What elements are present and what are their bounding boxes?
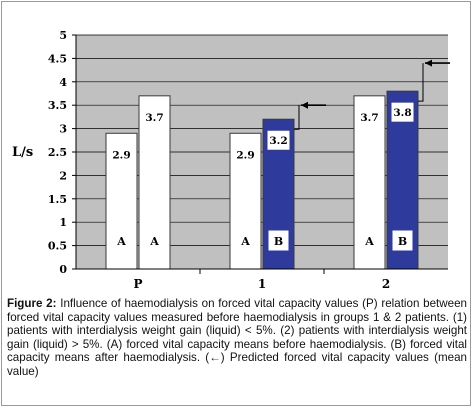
- predicted-bracket: [294, 105, 300, 130]
- y-tick-label: 2.5: [48, 146, 67, 159]
- group-letter-box: [112, 231, 131, 250]
- y-tick-label: 5: [59, 29, 67, 42]
- y-tick-label: 3.5: [48, 99, 67, 112]
- predicted-arrowhead: [425, 59, 432, 67]
- y-axis-label: L/s: [12, 145, 33, 160]
- value-label-box: [267, 130, 290, 150]
- group-letter-box: [268, 230, 289, 251]
- figure-caption: Figure 2: Influence of haemodialysis on …: [7, 297, 467, 379]
- caption-text: Influence of haemodialysis on forced vit…: [7, 297, 467, 378]
- value-label-box: [359, 107, 380, 126]
- group-letter-box: [145, 231, 164, 250]
- predicted-markers: [294, 59, 450, 130]
- y-tick-label: 1: [59, 216, 67, 229]
- y-tick-label: 4: [59, 76, 67, 89]
- group-letter: A: [116, 235, 126, 248]
- y-tick-label: 0: [59, 263, 67, 276]
- x-tick-label: 2: [382, 277, 390, 291]
- data-label: 2.9: [112, 149, 130, 161]
- value-label-box: [391, 102, 414, 122]
- caption-label: Figure 2:: [7, 297, 57, 310]
- group-letter: A: [149, 235, 159, 248]
- group-letter: A: [240, 235, 250, 248]
- data-label: 3.7: [360, 112, 378, 124]
- group-letter: B: [274, 235, 283, 248]
- gridlines: [76, 34, 448, 246]
- x-tick-label: 1: [258, 277, 266, 291]
- bars: 2.9 A 3.7 A 2.9 A 3.2 B 3.7 A 3.8 B: [105, 90, 419, 270]
- x-tick-label: P: [133, 277, 142, 291]
- data-label: 3.8: [393, 107, 411, 119]
- data-label: 3.7: [145, 112, 163, 124]
- y-tick-label: 4.5: [48, 52, 67, 65]
- value-label-box: [235, 145, 256, 164]
- group-letter: B: [398, 235, 407, 248]
- group-letter-box: [236, 231, 255, 250]
- predicted-bracket: [418, 63, 424, 102]
- axes: 0 0.5 1 1.5 2 2.5 3 3.5 4 4.5 5 P 1 2: [48, 29, 448, 291]
- bar-chart: 2.9 A 3.7 A 2.9 A 3.2 B 3.7 A 3.8 B 0 0.5 1 1.5 2 2.5 3 3.…: [12, 29, 450, 291]
- group-letter-box: [360, 231, 379, 250]
- y-tick-label: 3: [59, 123, 67, 136]
- y-tick-label: 0.5: [48, 240, 67, 253]
- y-tick-label: 2: [59, 169, 67, 182]
- group-letter-box: [392, 230, 413, 251]
- value-label-box: [144, 107, 165, 126]
- predicted-arrowhead: [301, 101, 308, 109]
- value-label-box: [111, 145, 132, 164]
- y-tick-label: 1.5: [48, 193, 67, 206]
- group-letter: A: [364, 235, 374, 248]
- data-label: 3.2: [269, 135, 287, 147]
- data-label: 2.9: [236, 149, 254, 161]
